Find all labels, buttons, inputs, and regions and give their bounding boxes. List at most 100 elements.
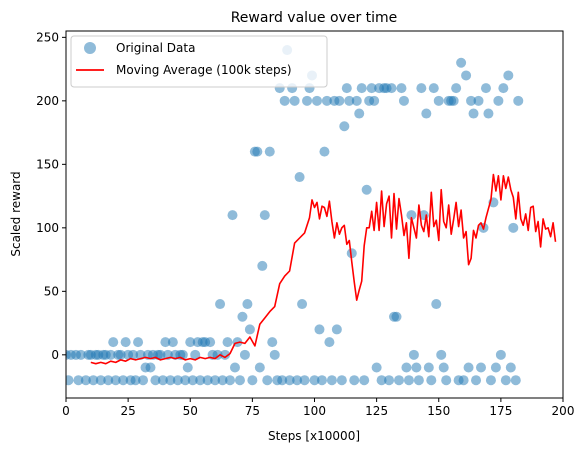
data-point [138, 375, 149, 386]
legend-box [70, 35, 328, 88]
data-point [384, 375, 395, 386]
data-point [411, 362, 422, 373]
data-point [485, 375, 496, 386]
y-tick-label: 50 [44, 284, 59, 298]
data-point [264, 146, 275, 157]
data-point [262, 375, 273, 386]
data-point [182, 362, 193, 373]
data-point [493, 95, 504, 106]
data-point [324, 337, 335, 348]
data-point [508, 222, 519, 233]
data-point [242, 299, 253, 310]
data-point [88, 375, 99, 386]
data-point [495, 349, 506, 360]
data-point [398, 95, 409, 106]
data-point [334, 95, 345, 106]
data-point [110, 375, 121, 386]
data-point [202, 375, 213, 386]
data-point [500, 375, 511, 386]
data-point [229, 362, 240, 373]
data-point [160, 337, 171, 348]
data-point [185, 337, 196, 348]
data-point [431, 299, 442, 310]
data-point [413, 375, 424, 386]
data-point [339, 121, 350, 132]
data-point [361, 184, 372, 195]
data-point [448, 95, 459, 106]
y-tick-label: 100 [36, 221, 59, 235]
data-point [247, 375, 258, 386]
y-tick-label: 200 [36, 94, 59, 108]
data-point [212, 349, 223, 360]
data-point [190, 349, 201, 360]
data-point [210, 375, 221, 386]
data-point [376, 375, 387, 386]
x-tick-label: 25 [120, 404, 135, 418]
data-point [279, 95, 290, 106]
data-point [118, 375, 129, 386]
x-axis-label: Steps [x10000] [268, 429, 360, 443]
data-point [366, 83, 377, 94]
data-point [371, 362, 382, 373]
data-point [513, 95, 524, 106]
data-point [66, 375, 74, 386]
data-point [309, 375, 320, 386]
moving-average-line [90, 173, 557, 365]
data-point [426, 375, 437, 386]
data-point [433, 95, 444, 106]
y-tick-label: 0 [51, 348, 59, 362]
x-tick-label: 100 [303, 404, 326, 418]
data-point [239, 349, 250, 360]
data-point [316, 375, 327, 386]
legend-label-moving-average: Moving Average (100k steps) [116, 63, 292, 77]
data-point [167, 337, 178, 348]
data-point [391, 311, 402, 322]
data-point [393, 375, 404, 386]
x-tick-label: 0 [62, 404, 70, 418]
data-point [461, 70, 472, 81]
data-point [205, 337, 216, 348]
x-axis: 0 25 50 75 100 125 150 175 200 [62, 398, 574, 418]
data-point [180, 375, 191, 386]
data-point [297, 299, 308, 310]
data-point [456, 57, 467, 68]
data-point [227, 210, 238, 221]
data-point [302, 95, 313, 106]
data-point [311, 95, 322, 106]
data-point [294, 172, 305, 183]
data-point [314, 324, 325, 335]
y-tick-label: 150 [36, 157, 59, 171]
data-point [289, 95, 300, 106]
data-point [396, 83, 407, 94]
data-point [234, 375, 245, 386]
data-point [225, 375, 236, 386]
legend-marker-original-data [84, 42, 96, 54]
data-point [441, 375, 452, 386]
data-point [187, 375, 198, 386]
data-point [254, 362, 265, 373]
data-point [222, 337, 233, 348]
data-point [80, 375, 91, 386]
y-axis-label: Scaled reward [9, 171, 23, 256]
data-point [267, 337, 278, 348]
data-point [458, 375, 469, 386]
data-point [252, 146, 263, 157]
data-point [510, 375, 521, 386]
data-point [165, 375, 176, 386]
data-point [468, 108, 479, 119]
data-point [490, 362, 501, 373]
data-point [505, 362, 516, 373]
data-point [326, 375, 337, 386]
data-point [349, 375, 360, 386]
data-point [386, 83, 397, 94]
data-point [503, 70, 514, 81]
data-point [319, 146, 330, 157]
data-point [466, 95, 477, 106]
data-point [215, 299, 226, 310]
legend-label-original-data: Original Data [116, 41, 195, 55]
data-point [237, 311, 248, 322]
data-point [351, 95, 362, 106]
data-point [108, 337, 119, 348]
data-point [155, 349, 166, 360]
x-tick-label: 75 [245, 404, 260, 418]
